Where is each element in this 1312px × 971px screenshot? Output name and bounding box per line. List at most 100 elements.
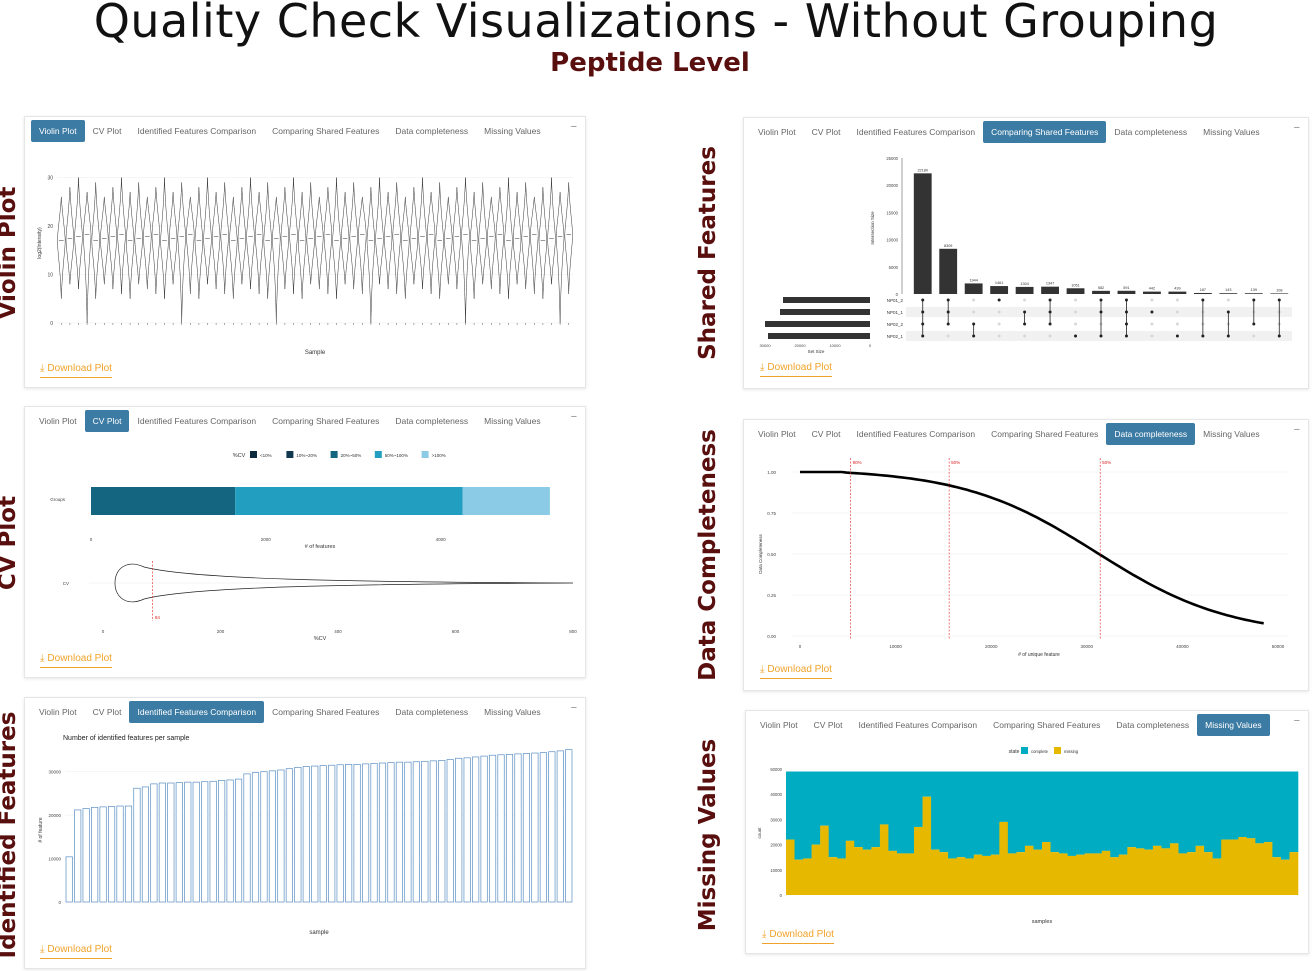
collapse-button[interactable]: − <box>570 121 577 133</box>
sample-bar <box>361 763 370 903</box>
download-plot-button[interactable]: ⤓ Download Plot <box>760 362 832 377</box>
side-label-completeness: Data Completeness <box>695 429 721 681</box>
tab-data-completeness[interactable]: Data completeness <box>395 126 469 136</box>
complete-bar <box>1067 771 1077 856</box>
complete-bar <box>828 771 838 858</box>
tab-missing-values[interactable]: Missing Values <box>1197 714 1270 736</box>
violin-shape <box>134 182 143 285</box>
tab-comparing-shared-features[interactable]: Comparing Shared Features <box>272 707 380 717</box>
violin-panel: Violin Plot CV Plot Identified Features Co… <box>24 116 586 388</box>
collapse-button[interactable]: − <box>1293 122 1300 134</box>
tab-comparing-shared-features[interactable]: Comparing Shared Features <box>993 720 1101 730</box>
tab-comparing-shared-features[interactable]: Comparing Shared Features <box>272 126 380 136</box>
tab-data-completeness[interactable]: Data completeness <box>395 707 469 717</box>
tab-violin-plot[interactable]: Violin Plot <box>758 429 796 439</box>
download-plot-button[interactable]: ⤓ Download Plot <box>762 929 834 944</box>
download-plot-button[interactable]: ⤓ Download Plot <box>40 944 112 959</box>
download-plot-button[interactable]: ⤓ Download Plot <box>760 664 832 679</box>
sample-bar <box>514 753 522 903</box>
tab-comparing-shared-features[interactable]: Comparing Shared Features <box>991 429 1099 439</box>
download-plot-button[interactable]: ⤓ Download Plot <box>40 653 112 668</box>
missing-bar <box>1016 852 1026 895</box>
legend-title: %CV <box>233 453 246 459</box>
tab-cv-plot[interactable]: CV Plot <box>84 410 130 432</box>
tab-cv-plot[interactable]: CV Plot <box>811 127 841 137</box>
tab-missing-values[interactable]: Missing Values <box>484 126 541 136</box>
download-plot-button[interactable]: ⤓ Download Plot <box>40 363 112 378</box>
missing-bar <box>1059 853 1068 895</box>
tab-violin-plot[interactable]: Violin Plot <box>39 707 77 717</box>
set-label: NP01_1 <box>887 310 904 315</box>
violin-shape <box>435 182 444 299</box>
tab-comparing-shared-features[interactable]: Comparing Shared Features <box>983 121 1107 143</box>
matrix-dot <box>1023 334 1027 338</box>
tab-violin-plot[interactable]: Violin Plot <box>758 127 796 137</box>
bar-x-tick: 2000 <box>261 537 272 542</box>
tab-data-completeness[interactable]: Data completeness <box>395 416 469 426</box>
tab-missing-values[interactable]: Missing Values <box>1203 127 1260 137</box>
violin-shape <box>512 192 522 285</box>
matrix-dot <box>972 310 976 314</box>
missing-bar <box>939 852 949 895</box>
tab-cv-plot[interactable]: CV Plot <box>811 429 841 439</box>
missing-bar <box>1212 858 1222 895</box>
x-axis-label: Sample <box>305 350 326 356</box>
identified-panel: Violin Plot CV Plot Identified Features Co… <box>24 697 586 969</box>
legend-item: 10%~20% <box>296 453 317 458</box>
violin-shape <box>332 177 341 299</box>
complete-bar <box>1127 771 1137 848</box>
tab-identified-features-comparison[interactable]: Identified Features Comparison <box>137 416 257 426</box>
y-tick-label: 0 <box>50 321 53 327</box>
collapse-button[interactable]: − <box>570 411 577 423</box>
tab-missing-values[interactable]: Missing Values <box>484 416 541 426</box>
bar-x-label: # of features <box>305 544 336 550</box>
complete-bar <box>1101 771 1111 851</box>
tab-violin-plot[interactable]: Violin Plot <box>760 720 798 730</box>
y-tick-label: 1.00 <box>767 470 776 475</box>
tab-identified-features-comparison[interactable]: Identified Features Comparison <box>856 429 976 439</box>
tab-identified-features-comparison[interactable]: Identified Features Comparison <box>137 126 257 136</box>
tab-cv-plot[interactable]: CV Plot <box>92 126 122 136</box>
complete-bar <box>871 771 881 848</box>
cv-tabs: Violin Plot CV Plot Identified Features Co… <box>31 408 579 434</box>
tab-data-completeness[interactable]: Data completeness <box>1106 423 1196 445</box>
missing-bar <box>1024 845 1034 895</box>
legend-item: <10% <box>260 453 272 458</box>
tab-data-completeness[interactable]: Data completeness <box>1114 127 1188 137</box>
y-tick-label: 20000 <box>770 843 782 848</box>
set-label: NP01_2 <box>887 298 904 303</box>
tab-comparing-shared-features[interactable]: Comparing Shared Features <box>272 416 380 426</box>
tab-identified-features-comparison[interactable]: Identified Features Comparison <box>858 720 978 730</box>
threshold-label: 50% <box>1102 460 1111 465</box>
missing-bar <box>1246 838 1256 895</box>
legend-item: missing <box>1064 749 1079 754</box>
sample-bar <box>497 754 505 903</box>
legend-title: state <box>1009 749 1020 755</box>
tab-violin-plot[interactable]: Violin Plot <box>39 416 77 426</box>
sample-bar <box>522 753 531 903</box>
y-tick-label: 10000 <box>886 238 898 243</box>
tab-cv-plot[interactable]: CV Plot <box>813 720 843 730</box>
collapse-button[interactable]: − <box>1293 715 1300 727</box>
violin-shape <box>495 187 505 294</box>
violin-shape <box>315 196 324 290</box>
intersection-count: 1347 <box>1046 282 1054 286</box>
violin-shape <box>564 182 573 294</box>
sample-bar <box>370 763 378 903</box>
tab-cv-plot[interactable]: CV Plot <box>92 707 122 717</box>
missing-bar <box>879 824 889 895</box>
tab-violin-plot[interactable]: Violin Plot <box>31 120 85 142</box>
tab-missing-values[interactable]: Missing Values <box>484 707 541 717</box>
violin-shape <box>211 192 221 290</box>
tab-identified-features-comparison[interactable]: Identified Features Comparison <box>856 127 976 137</box>
collapse-button[interactable]: − <box>570 702 577 714</box>
cv-bar-segment <box>91 487 236 515</box>
y-tick-label: 10 <box>47 273 53 279</box>
collapse-button[interactable]: − <box>1293 424 1300 436</box>
violin-shape <box>504 177 513 299</box>
tab-data-completeness[interactable]: Data completeness <box>1116 720 1190 730</box>
intersection-bar <box>1015 286 1034 294</box>
tab-missing-values[interactable]: Missing Values <box>1203 429 1260 439</box>
tab-identified-features-comparison[interactable]: Identified Features Comparison <box>129 701 265 723</box>
sample-bar <box>446 759 454 903</box>
